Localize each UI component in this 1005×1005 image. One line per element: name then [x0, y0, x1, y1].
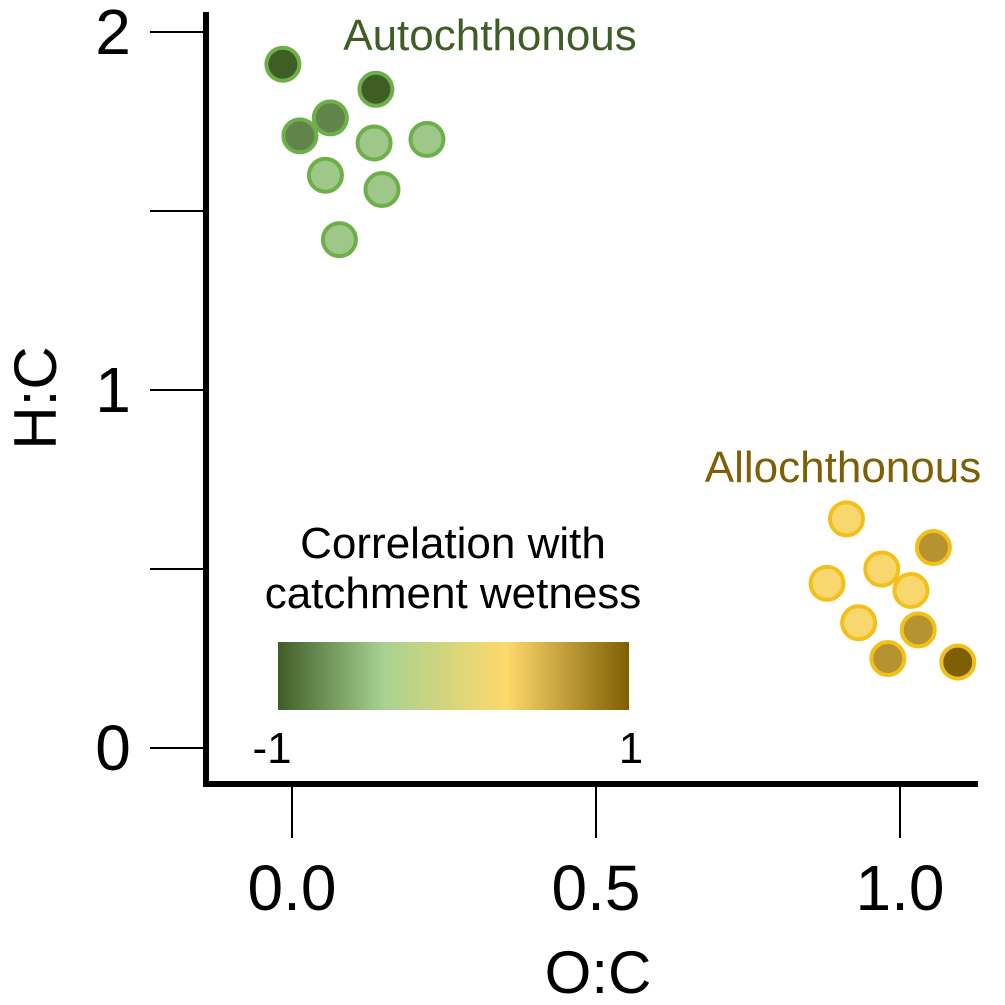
data-point [892, 571, 930, 609]
colorbar-gradient [278, 642, 629, 710]
data-point [827, 500, 865, 538]
y-tick-label: 1 [95, 354, 131, 426]
colorbar-max-label: 1 [619, 724, 643, 773]
x-tick-label: 0.0 [248, 852, 337, 924]
data-point [281, 117, 319, 155]
data-point [264, 45, 302, 83]
group-label-autochthonous: Autochthonous [343, 11, 637, 60]
data-point [320, 221, 358, 259]
axes [203, 12, 978, 787]
data-point [914, 529, 952, 567]
colorbar-title-line: catchment wetness [265, 569, 642, 618]
ticks: 0 1 2 0.0 0.5 1.0 [95, 0, 944, 924]
data-point [306, 156, 344, 194]
x-tick-label: 0.5 [552, 852, 641, 924]
data-point [939, 643, 977, 681]
y-axis-title: H:C [2, 346, 69, 449]
data-point [840, 604, 878, 642]
data-point [408, 120, 446, 158]
data-point [869, 640, 907, 677]
data-point [808, 564, 846, 602]
data-point [357, 70, 395, 108]
points [264, 45, 977, 681]
data-point [899, 611, 937, 649]
data-point [363, 171, 401, 209]
y-tick-label: 0 [95, 712, 131, 784]
x-axis-title: O:C [545, 939, 652, 1005]
colorbar-title-line: Correlation with [300, 519, 606, 568]
group-labels: Autochthonous Allochthonous [343, 11, 981, 492]
data-point [355, 124, 393, 162]
y-tick-label: 2 [95, 0, 131, 68]
data-point [311, 99, 349, 137]
data-point [863, 550, 901, 588]
x-tick-label: 1.0 [856, 852, 945, 924]
group-label-allochthonous: Allochthonous [705, 443, 981, 492]
colorbar-min-label: -1 [252, 724, 291, 773]
